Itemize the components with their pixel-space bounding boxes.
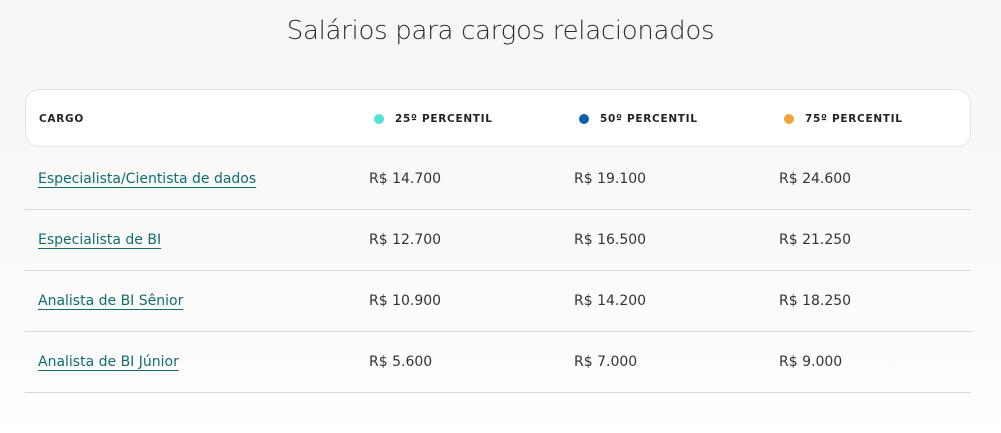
page-title: Salários para cargos relacionados	[286, 16, 715, 46]
header-p75: 75º PERCENTIL	[784, 90, 903, 148]
cargo-cell: Especialista de BI	[38, 209, 161, 270]
cargo-cell: Analista de BI Sênior	[38, 270, 183, 331]
p50-value: R$ 7.000	[574, 353, 638, 370]
header-cargo: CARGO	[39, 90, 84, 148]
table-row: Especialista de BI R$ 12.700 R$ 16.500 R$ 2…	[25, 209, 971, 271]
p25-value: R$ 14.700	[369, 170, 442, 187]
p75-value: R$ 21.250	[779, 231, 852, 248]
header-p50: 50º PERCENTIL	[579, 90, 698, 148]
p25-value: R$ 5.600	[369, 353, 433, 370]
p75-value: R$ 9.000	[779, 353, 843, 370]
header-label: 75º PERCENTIL	[805, 113, 903, 125]
table-header: CARGO 25º PERCENTIL 50º PERCENTIL 75º PE…	[25, 89, 971, 147]
header-label: CARGO	[39, 113, 84, 125]
p50-value: R$ 19.100	[574, 170, 647, 187]
table-row: Analista de BI Júnior R$ 5.600 R$ 7.000 R$ …	[25, 331, 971, 393]
header-p25: 25º PERCENTIL	[374, 90, 493, 148]
p75-value: R$ 24.600	[779, 170, 852, 187]
cargo-cell: Especialista/Cientista de dados	[38, 148, 256, 209]
header-label: 25º PERCENTIL	[395, 113, 493, 125]
table-row: Analista de BI Sênior R$ 10.900 R$ 14.200 R…	[25, 270, 971, 332]
legend-dot-icon	[784, 114, 794, 124]
cargo-link[interactable]: Analista de BI Júnior	[38, 353, 179, 370]
p50-value: R$ 14.200	[574, 292, 647, 309]
legend-dot-icon	[579, 114, 589, 124]
p50-value: R$ 16.500	[574, 231, 647, 248]
p75-value: R$ 18.250	[779, 292, 852, 309]
cargo-link[interactable]: Especialista/Cientista de dados	[38, 170, 257, 187]
table-row: Especialista/Cientista de dados R$ 14.700…	[25, 148, 971, 210]
p25-value: R$ 12.700	[369, 231, 442, 248]
cargo-link[interactable]: Especialista de BI	[38, 231, 162, 248]
header-label: 50º PERCENTIL	[600, 113, 698, 125]
cargo-link[interactable]: Analista de BI Sênior	[38, 292, 184, 309]
legend-dot-icon	[374, 114, 384, 124]
cargo-cell: Analista de BI Júnior	[38, 331, 179, 392]
p25-value: R$ 10.900	[369, 292, 442, 309]
